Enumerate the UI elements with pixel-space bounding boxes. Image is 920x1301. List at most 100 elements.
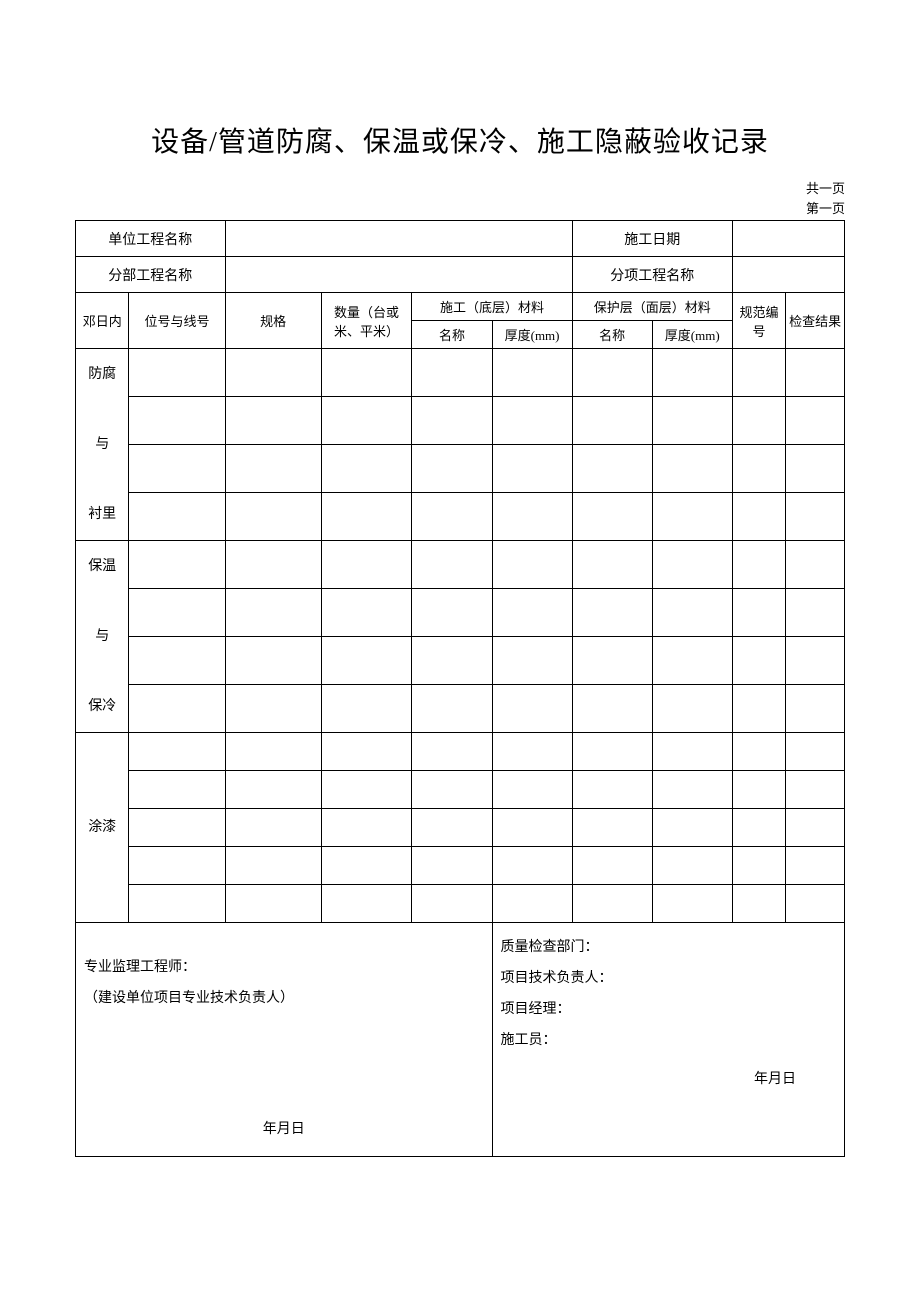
table-cell — [786, 685, 845, 733]
table-cell — [129, 637, 225, 685]
table-cell — [129, 885, 225, 923]
table-cell — [321, 733, 412, 771]
inspection-table: 单位工程名称 施工日期 分部工程名称 分项工程名称 邓日内 位号与线号 规格 数… — [75, 220, 845, 1156]
page-total: 共一页 — [75, 180, 845, 198]
table-cell — [492, 885, 572, 923]
signature-right: 质量检查部门： 项目技术负责人： 项目经理： 施工员： 年月日 — [492, 923, 844, 1156]
table-cell — [786, 445, 845, 493]
table-cell — [572, 589, 652, 637]
table-cell — [492, 493, 572, 541]
table-cell — [129, 847, 225, 885]
table-cell — [652, 397, 732, 445]
table-cell — [572, 637, 652, 685]
table-cell — [732, 809, 785, 847]
table-cell — [572, 349, 652, 397]
construction-date-label: 施工日期 — [572, 221, 732, 257]
table-cell — [652, 445, 732, 493]
table-cell — [732, 885, 785, 923]
date-left: 年月日 — [84, 1115, 484, 1146]
unit-project-label: 单位工程名称 — [76, 221, 226, 257]
item-project-label: 分项工程名称 — [572, 257, 732, 293]
table-cell — [225, 541, 321, 589]
date-right: 年月日 — [501, 1065, 836, 1096]
table-cell — [412, 885, 492, 923]
table-cell — [652, 733, 732, 771]
table-cell — [652, 771, 732, 809]
table-cell — [652, 847, 732, 885]
table-cell — [492, 771, 572, 809]
table-cell — [412, 685, 492, 733]
table-cell — [492, 445, 572, 493]
col-protect-material: 保护层（面层）材料 — [572, 293, 732, 321]
table-cell — [129, 349, 225, 397]
table-cell — [652, 589, 732, 637]
table-cell — [732, 733, 785, 771]
table-cell — [321, 349, 412, 397]
col-spec: 规格 — [225, 293, 321, 349]
table-cell — [321, 589, 412, 637]
table-cell — [412, 847, 492, 885]
tech-lead-label: 项目技术负责人： — [501, 964, 836, 995]
table-cell — [412, 445, 492, 493]
construction-date-value — [732, 221, 844, 257]
col-base-thickness: 厚度(mm) — [492, 321, 572, 349]
table-cell — [225, 493, 321, 541]
table-cell — [786, 637, 845, 685]
table-cell — [225, 809, 321, 847]
table-cell — [129, 397, 225, 445]
table-cell — [321, 847, 412, 885]
document-title: 设备/管道防腐、保温或保冷、施工隐蔽验收记录 — [75, 120, 845, 160]
table-cell — [732, 771, 785, 809]
col-position: 位号与线号 — [129, 293, 225, 349]
page-current: 第一页 — [75, 200, 845, 218]
table-cell — [732, 847, 785, 885]
section-2-label: 保温 与 保冷 — [76, 541, 129, 733]
table-cell — [321, 809, 412, 847]
table-cell — [732, 589, 785, 637]
table-cell — [652, 541, 732, 589]
table-cell — [652, 809, 732, 847]
table-cell — [412, 349, 492, 397]
quality-dept-label: 质量检查部门： — [501, 933, 836, 964]
constructor-label: 施工员： — [501, 1026, 836, 1057]
col-protect-thickness: 厚度(mm) — [652, 321, 732, 349]
table-cell — [492, 637, 572, 685]
table-cell — [412, 637, 492, 685]
table-cell — [129, 541, 225, 589]
table-cell — [786, 493, 845, 541]
table-cell — [321, 397, 412, 445]
table-cell — [225, 733, 321, 771]
table-cell — [786, 733, 845, 771]
table-cell — [572, 685, 652, 733]
table-cell — [572, 771, 652, 809]
sub-project-value — [225, 257, 572, 293]
table-cell — [786, 397, 845, 445]
table-cell — [412, 397, 492, 445]
table-cell — [225, 685, 321, 733]
table-cell — [492, 733, 572, 771]
table-cell — [129, 733, 225, 771]
table-cell — [412, 493, 492, 541]
table-cell — [412, 589, 492, 637]
table-cell — [732, 685, 785, 733]
table-cell — [129, 493, 225, 541]
table-cell — [572, 847, 652, 885]
table-cell — [129, 589, 225, 637]
supervisor-label: 专业监理工程师： — [84, 953, 484, 984]
table-cell — [129, 809, 225, 847]
table-cell — [572, 493, 652, 541]
col-protect-name: 名称 — [572, 321, 652, 349]
table-cell — [572, 445, 652, 493]
table-cell — [492, 847, 572, 885]
table-cell — [786, 349, 845, 397]
table-cell — [225, 589, 321, 637]
table-cell — [225, 847, 321, 885]
table-cell — [786, 847, 845, 885]
table-cell — [732, 493, 785, 541]
table-cell — [492, 541, 572, 589]
col-serial: 邓日内 — [76, 293, 129, 349]
table-cell — [786, 885, 845, 923]
table-cell — [321, 541, 412, 589]
col-result: 检查结果 — [786, 293, 845, 349]
table-cell — [321, 885, 412, 923]
